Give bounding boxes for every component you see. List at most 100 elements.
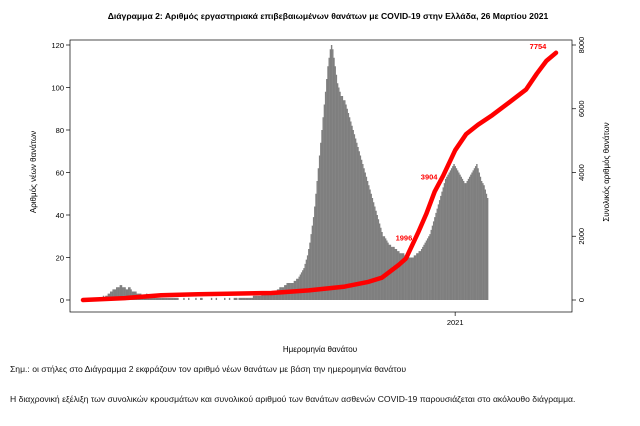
daily-bar: [314, 206, 316, 300]
daily-bar: [168, 297, 171, 300]
daily-bar: [357, 147, 359, 300]
daily-bar: [318, 155, 321, 300]
daily-bar: [408, 257, 411, 300]
daily-bar: [482, 183, 484, 300]
daily-bar: [390, 246, 393, 300]
daily-bar: [162, 297, 165, 300]
daily-bar: [374, 206, 376, 300]
daily-bar: [113, 289, 116, 300]
daily-bar: [310, 234, 312, 300]
daily-bar: [165, 297, 167, 300]
daily-bar: [249, 297, 251, 300]
chart-title: Διάγραμμα 2: Αριθμός εργαστηριακά επιβεβ…: [108, 11, 549, 21]
daily-bar: [393, 246, 395, 300]
daily-bar: [344, 100, 346, 300]
daily-bar: [394, 249, 396, 300]
y2-tick-label: 0: [577, 298, 586, 302]
daily-bar: [386, 240, 388, 300]
daily-bar: [164, 297, 166, 300]
daily-bar: [176, 297, 178, 300]
daily-bar: [419, 251, 422, 300]
daily-bar: [455, 168, 458, 300]
y2-tick-label: 2000: [577, 228, 586, 245]
daily-bar: [362, 164, 364, 300]
daily-bar: [372, 202, 375, 300]
daily-bar: [486, 198, 489, 300]
daily-bar: [435, 212, 437, 300]
daily-bar: [449, 170, 452, 300]
daily-bar: [454, 166, 456, 300]
daily-bar: [430, 229, 432, 300]
daily-bar: [370, 193, 372, 300]
daily-bar: [243, 297, 245, 300]
daily-bar: [269, 291, 272, 300]
daily-bar: [411, 257, 413, 300]
daily-bar: [328, 57, 330, 300]
daily-bar: [324, 91, 327, 300]
y2-tick-label: 4000: [577, 164, 586, 181]
daily-bar: [306, 255, 309, 300]
daily-bar: [200, 297, 202, 300]
daily-bar: [368, 185, 370, 300]
daily-bar: [446, 176, 448, 300]
daily-bar: [275, 291, 278, 300]
daily-bar: [461, 178, 464, 300]
daily-bar: [352, 130, 354, 300]
daily-bar: [114, 289, 117, 300]
daily-bar: [434, 217, 436, 300]
cumulative-line: [80, 50, 559, 303]
daily-bar: [322, 117, 324, 300]
daily-bar: [172, 297, 174, 300]
note-evolution: Η διαχρονική εξέλιξη των συνολικών κρουσ…: [10, 394, 576, 404]
daily-bar: [110, 291, 112, 300]
daily-bar: [406, 255, 408, 300]
daily-bar: [479, 176, 482, 300]
daily-bar: [339, 91, 341, 300]
daily-bar: [298, 276, 300, 300]
daily-bar: [167, 297, 170, 300]
daily-bar: [480, 181, 483, 300]
y-axis-label: Αριθμός νέων θανάτων: [29, 131, 38, 213]
daily-bar: [126, 289, 129, 300]
daily-bar: [260, 295, 262, 300]
daily-bar: [123, 287, 125, 300]
daily-bar: [255, 295, 257, 300]
daily-bar: [396, 251, 399, 300]
annotations: 7754 3904 1996: [396, 42, 548, 243]
daily-bar: [453, 164, 455, 300]
daily-bar: [470, 174, 472, 300]
daily-bar: [240, 297, 243, 300]
daily-bar: [437, 204, 440, 300]
daily-bar: [364, 172, 366, 300]
daily-bar: [334, 66, 336, 300]
plot-area: [69, 39, 573, 313]
daily-bar: [158, 297, 160, 300]
daily-bar: [171, 297, 173, 300]
daily-bar: [404, 255, 406, 300]
daily-bar: [335, 74, 338, 300]
daily-bar: [346, 108, 348, 300]
daily-bar: [340, 96, 342, 300]
daily-bar: [464, 183, 466, 300]
daily-bar: [347, 113, 350, 300]
y-axis-right: 0 2000 4000 6000 8000: [572, 37, 586, 302]
daily-bar: [233, 297, 236, 300]
daily-bar: [443, 183, 446, 300]
daily-bar: [473, 168, 476, 300]
daily-bar: [405, 255, 407, 300]
daily-bar: [459, 174, 461, 300]
daily-bar: [238, 297, 240, 300]
daily-bar: [336, 83, 339, 300]
daily-bar: [407, 255, 410, 300]
daily-bar: [246, 297, 249, 300]
daily-bar: [384, 238, 387, 300]
daily-bar: [465, 183, 467, 300]
y-tick-label: 20: [56, 254, 64, 263]
daily-bar: [236, 297, 238, 300]
annotation-label: 1996: [396, 233, 413, 242]
daily-bar: [471, 172, 473, 300]
x-axis: 2021: [447, 312, 464, 327]
daily-bar: [485, 193, 488, 300]
daily-bar: [333, 57, 335, 300]
